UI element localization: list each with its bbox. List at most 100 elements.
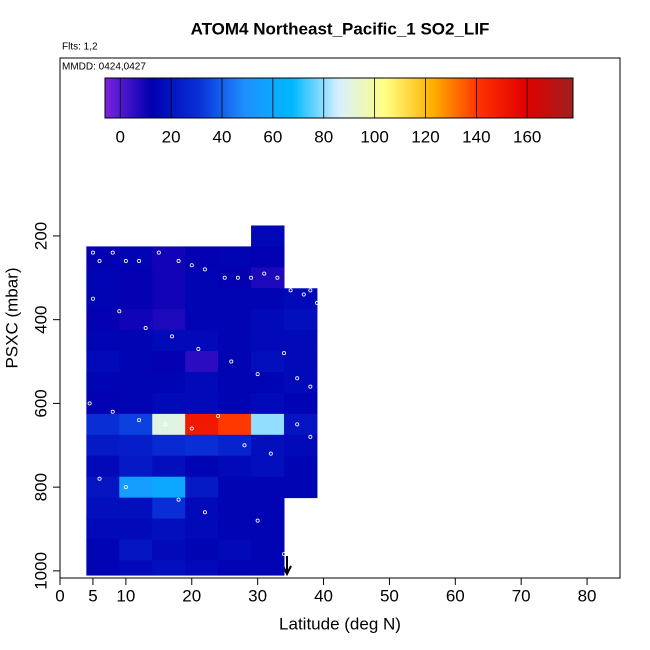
y-tick-label: 200 <box>31 222 50 250</box>
sample-point <box>314 300 319 305</box>
heat-cell <box>218 392 252 415</box>
y-tick-label: 800 <box>31 473 50 501</box>
heat-cell <box>251 392 285 415</box>
sample-point <box>281 552 286 557</box>
sample-point <box>295 422 300 427</box>
heat-cell <box>284 372 318 394</box>
colorbar-tick-label: 40 <box>213 127 232 146</box>
sample-point <box>202 510 207 515</box>
colorbar-tick-label: 20 <box>162 127 181 146</box>
heat-cell <box>251 497 285 520</box>
sample-point <box>97 259 102 264</box>
plot-frame <box>59 57 621 579</box>
heat-cell <box>251 330 285 352</box>
heat-cell <box>218 539 252 561</box>
heat-cell <box>185 351 219 373</box>
x-tick-label: 5 <box>88 586 97 605</box>
heat-cell <box>152 518 186 540</box>
heat-cell <box>152 267 186 289</box>
heat-cell <box>119 372 153 394</box>
y-tick-label: 1000 <box>31 552 50 590</box>
heat-cell <box>86 413 120 436</box>
sample-point <box>90 250 95 255</box>
x-tick-label: 30 <box>248 586 267 605</box>
sample-point <box>202 267 207 272</box>
heat-cell <box>218 518 252 540</box>
heat-cell <box>152 455 186 478</box>
heat-cell <box>119 497 153 520</box>
heat-cell <box>86 455 120 478</box>
sample-point <box>163 422 168 427</box>
heat-cell <box>284 309 318 331</box>
heat-cell <box>251 288 285 310</box>
sample-point <box>97 476 102 481</box>
heat-cell <box>284 392 318 415</box>
heat-cell <box>284 330 318 352</box>
heat-cell <box>218 413 252 436</box>
colorbar-tick-label: 120 <box>411 127 439 146</box>
colorbar-tick-label: 100 <box>360 127 388 146</box>
heat-cell <box>185 560 219 576</box>
x-tick-label: 60 <box>446 586 465 605</box>
heat-cell <box>152 330 186 352</box>
colorbar-tick-label: 160 <box>513 127 541 146</box>
heat-cell <box>251 476 285 499</box>
colorbar <box>104 77 574 119</box>
sample-point <box>249 275 254 280</box>
sample-point <box>281 351 286 356</box>
heat-cell <box>185 288 219 310</box>
sample-point <box>143 326 148 331</box>
heat-cell <box>218 246 252 268</box>
heat-cell <box>86 476 120 499</box>
sample-point <box>275 275 280 280</box>
sample-point <box>196 346 201 351</box>
heat-cell <box>86 518 120 540</box>
colorbar-tick-label: 60 <box>263 127 282 146</box>
x-tick-label: 80 <box>578 586 597 605</box>
x-tick-label: 0 <box>55 586 64 605</box>
heat-cell <box>251 539 285 561</box>
sample-point <box>301 292 306 297</box>
y-tick-label: 600 <box>31 389 50 417</box>
heat-cell <box>119 413 153 436</box>
sample-point <box>189 426 194 431</box>
heat-cell <box>119 476 153 499</box>
heat-cell <box>185 246 219 268</box>
heat-cell <box>185 455 219 478</box>
dates-note: MMDD: 0424,0427 <box>62 62 146 73</box>
heat-cell <box>218 476 252 499</box>
flights-note: Flts: 1,2 <box>62 42 98 53</box>
sample-point <box>137 259 142 264</box>
sample-point <box>176 259 181 264</box>
sample-point <box>189 263 194 268</box>
heat-cell <box>86 434 120 457</box>
heat-cell <box>86 392 120 415</box>
heat-cell <box>119 351 153 373</box>
sample-point <box>255 372 260 377</box>
heat-cell <box>152 434 186 457</box>
y-axis-label: PSXC (mbar) <box>2 267 21 368</box>
x-tick-label: 20 <box>182 586 201 605</box>
heat-cell <box>218 372 252 394</box>
heat-cell <box>185 434 219 457</box>
heat-cell <box>218 267 252 289</box>
heat-cell <box>251 455 285 478</box>
heat-cell <box>86 246 120 268</box>
heat-cell <box>284 434 318 457</box>
colorbar-tick-label: 140 <box>462 127 490 146</box>
sample-point <box>288 288 293 293</box>
heat-cell <box>119 560 153 576</box>
x-axis-label: Latitude (deg N) <box>279 614 401 633</box>
heat-cell <box>119 288 153 310</box>
heat-cell <box>251 560 285 576</box>
heat-cell <box>284 455 318 478</box>
sample-point <box>222 275 227 280</box>
heat-cell <box>218 288 252 310</box>
heat-cell <box>251 372 285 394</box>
heat-cell <box>86 267 120 289</box>
heat-cell <box>251 267 285 289</box>
sample-point <box>123 485 128 490</box>
heat-cell <box>218 351 252 373</box>
heat-cell <box>185 309 219 331</box>
heat-cell <box>119 330 153 352</box>
